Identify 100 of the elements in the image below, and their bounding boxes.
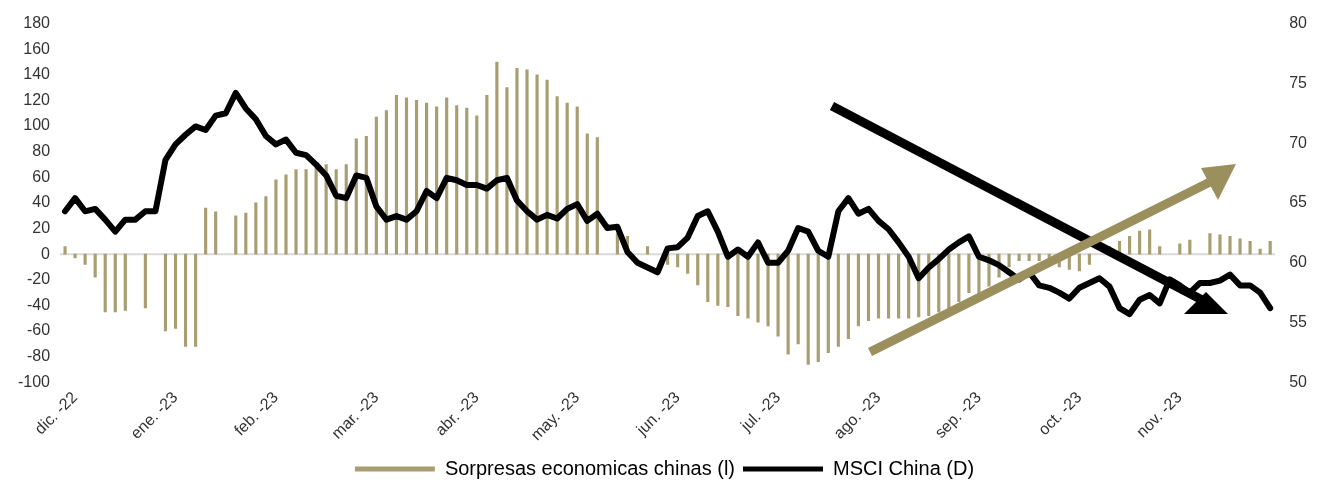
bar [314,168,318,255]
bar [455,105,459,255]
y-tick-label: 140 [23,65,51,83]
bar [1218,234,1222,255]
x-tick-label: ene. -23 [127,388,181,442]
y2-tick-label: 60 [1289,253,1308,271]
bar [204,207,208,255]
y-tick-label: -20 [26,270,51,288]
bar [1268,241,1272,255]
x-tick-label: nov. -23 [1132,388,1186,441]
x-tick-label: jul. -23 [736,388,784,435]
bar [806,253,810,365]
bar [123,253,127,311]
bar [284,174,288,255]
bar [866,253,871,322]
bar [173,253,178,329]
bar [1017,253,1021,261]
y-tick-label: 80 [32,142,51,160]
bar [183,253,188,347]
bar [304,169,308,255]
x-tick-label: may. -23 [527,388,583,444]
bar [796,253,800,345]
bar [1228,235,1232,255]
bar [63,246,67,255]
y-tick-label: 60 [32,167,51,185]
bar [676,253,680,268]
y2-tick-label: 50 [1289,372,1308,390]
bar [1128,235,1132,255]
y-tick-label: 160 [23,39,51,57]
bar [846,253,850,340]
bar [1238,238,1242,255]
bar [756,253,760,323]
bar [886,253,891,319]
x-tick-label: feb. -23 [230,388,282,439]
y-tick-label: 100 [23,116,51,134]
y2-tick-label: 70 [1289,133,1308,151]
y-tick-label: 0 [41,244,51,262]
bar [475,115,479,255]
bar [706,253,710,302]
bar [394,95,399,255]
bar [1138,230,1142,255]
bar [545,79,549,255]
bar [1027,253,1031,261]
bar [1087,253,1091,265]
y-tick-label: -80 [26,347,51,365]
bar [485,95,489,255]
y-tick-label: -100 [17,372,51,390]
bar [93,253,97,278]
bar [786,253,790,355]
bar [696,253,700,286]
bar [686,253,690,274]
y-tick-label: -40 [26,295,51,313]
bar [505,87,509,255]
bar [234,215,238,255]
bar [495,61,499,255]
x-tick-label: dic. -22 [31,388,81,438]
bar [384,110,388,255]
y2-tick-label: 65 [1289,193,1308,211]
y-tick-label: 40 [32,193,51,211]
bar [645,246,650,255]
legend-label: MSCI China (D) [832,456,975,479]
bar [555,96,559,255]
bar [836,253,840,347]
bar [535,74,539,255]
legend-label: Sorpresas economicas chinas (l) [444,456,735,479]
bar [816,253,820,363]
bar [254,202,258,255]
bar [565,102,569,255]
bar [876,253,881,319]
bar [465,107,469,255]
x-tick-label: ago. -23 [830,388,884,442]
bar [967,253,971,293]
bar [404,97,409,255]
y-tick-label: -60 [26,321,51,339]
bar [294,169,298,255]
y2-tick-label: 75 [1289,73,1308,91]
y2-tick-label: 80 [1289,14,1308,32]
bar [163,253,168,332]
bar [274,179,278,255]
bar [264,196,268,255]
bar [1007,253,1011,268]
bar [716,253,720,306]
bar [143,253,147,309]
bar [1037,253,1041,261]
x-tick-label: oct. -23 [1034,388,1085,439]
y-tick-label: 180 [23,14,51,32]
bar [1148,229,1152,255]
bar [525,69,529,255]
y2-tick-label: 55 [1289,312,1308,330]
y-tick-label: 20 [32,218,51,236]
bar [83,253,87,265]
x-tick-label: jun. -23 [632,388,683,439]
bar [856,253,861,327]
bar [214,211,218,255]
bar [1248,241,1252,255]
bar [103,253,107,313]
bar [1158,246,1162,255]
bar [244,212,248,255]
bar [113,253,117,313]
bar [736,253,740,316]
